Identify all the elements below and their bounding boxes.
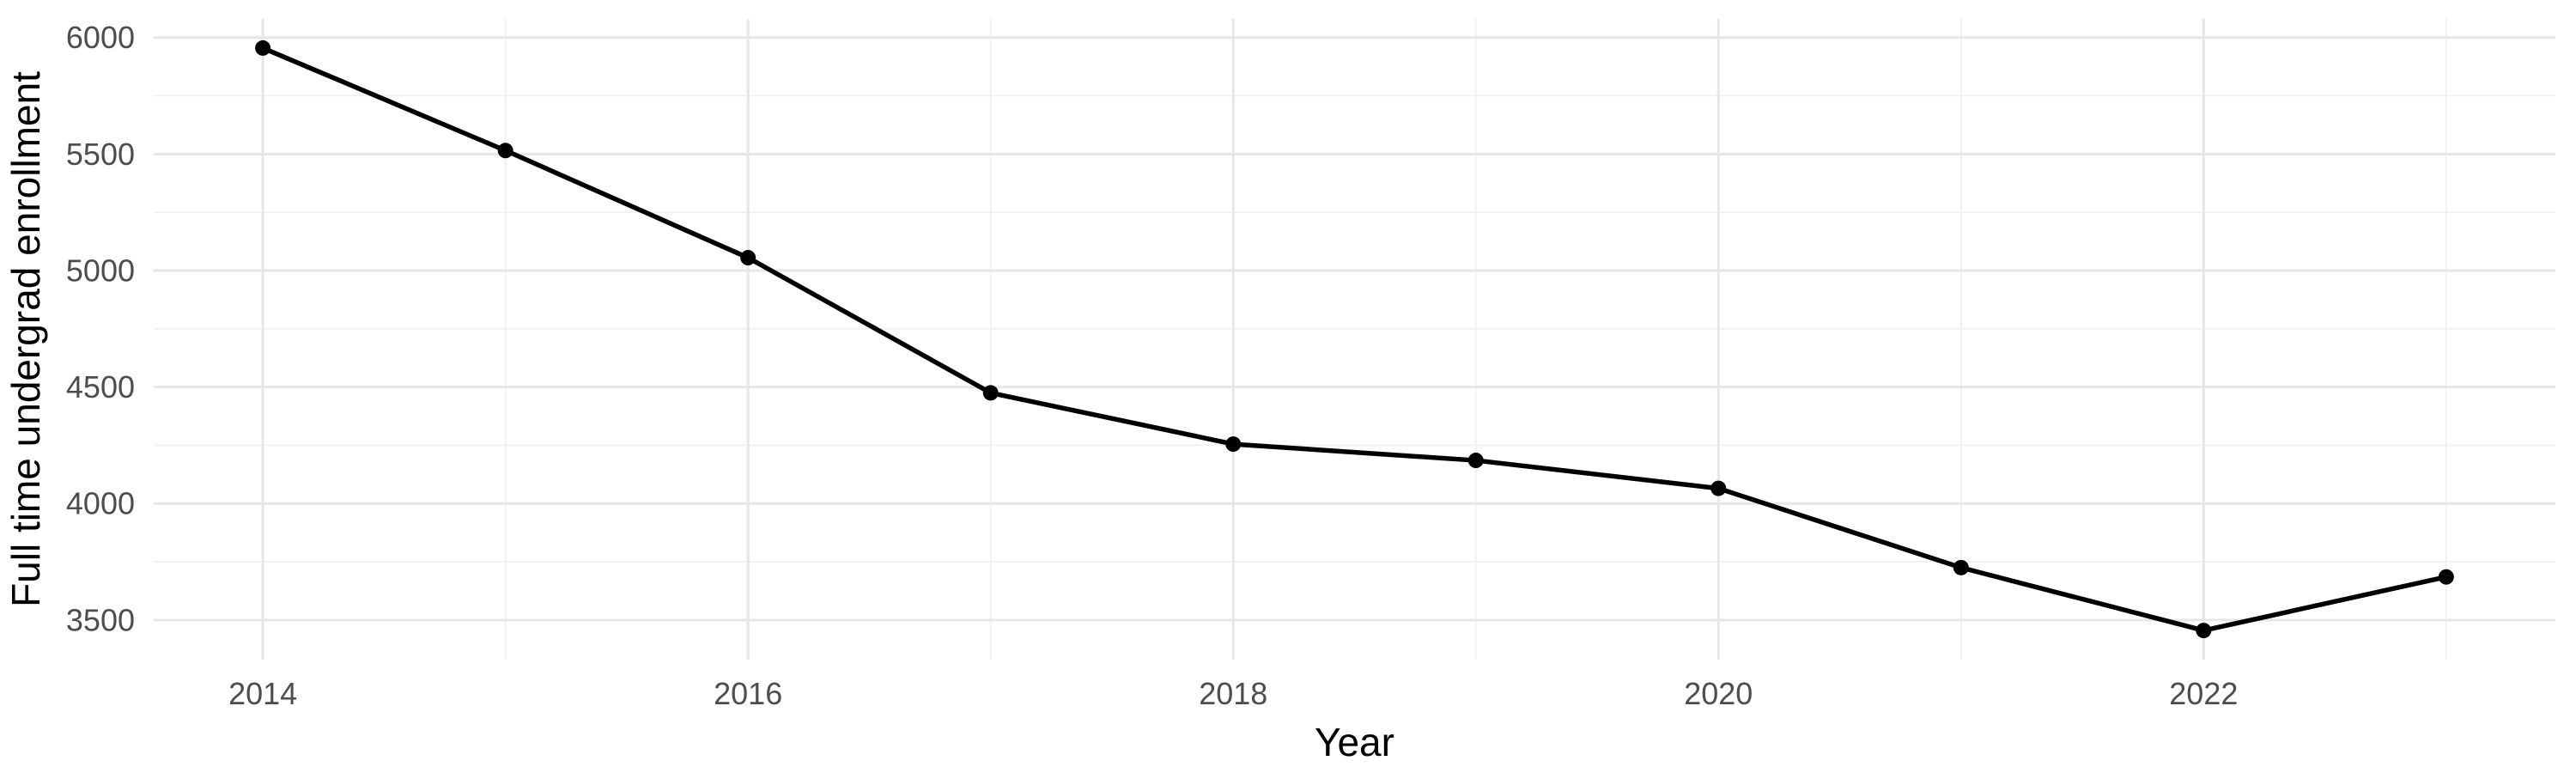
data-point-2017 <box>982 385 999 401</box>
x-tick-label-2022: 2022 <box>2169 676 2238 711</box>
x-tick-label-2016: 2016 <box>714 676 782 711</box>
y-tick-label-3500: 3500 <box>66 602 135 637</box>
data-point-2021 <box>1953 559 1969 575</box>
tick-labels-group: 3500 4000 4500 5000 5500 6000 2014 2016 2018 2020… <box>66 20 2238 711</box>
data-point-2018 <box>1225 436 1242 453</box>
y-tick-label-5500: 5500 <box>66 137 135 172</box>
data-point-2023 <box>2438 569 2454 585</box>
x-tick-label-2018: 2018 <box>1199 676 1267 711</box>
x-tick-label-2014: 2014 <box>228 676 297 711</box>
gridlines-major-group <box>154 19 2555 660</box>
gridlines-minor-group <box>154 19 2555 660</box>
data-point-2022 <box>2196 623 2212 639</box>
series-line-full-time-undergrad-enrollment <box>262 46 2447 633</box>
y-axis-title: Full time undergrad enrollment <box>3 71 48 607</box>
x-tick-label-2020: 2020 <box>1684 676 1753 711</box>
x-axis-title: Year <box>1315 720 1394 764</box>
data-point-2019 <box>1467 453 1484 469</box>
data-point-2020 <box>1710 480 1727 496</box>
data-point-2014 <box>255 40 271 56</box>
y-tick-label-4000: 4000 <box>66 486 135 521</box>
series-group <box>255 40 2454 639</box>
y-tick-label-4500: 4500 <box>66 369 135 405</box>
y-tick-label-6000: 6000 <box>66 20 135 55</box>
data-point-2016 <box>740 250 756 266</box>
data-point-2015 <box>497 143 513 159</box>
y-tick-label-5000: 5000 <box>66 253 135 288</box>
